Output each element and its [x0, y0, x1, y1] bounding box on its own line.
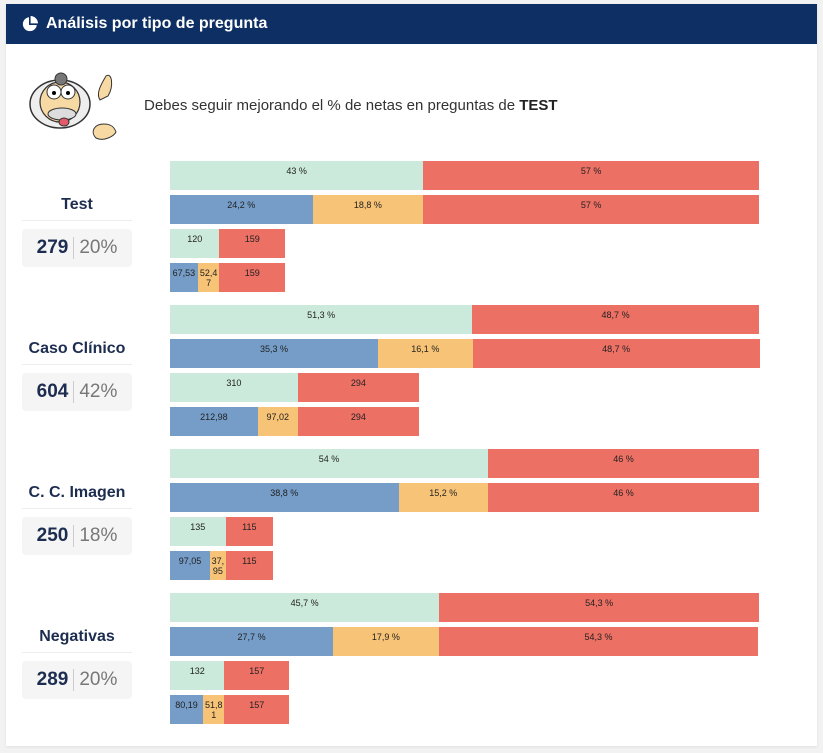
intro-text: Debes seguir mejorando el % de netas en …: [144, 96, 558, 114]
bar-segment: 67,53: [170, 263, 198, 292]
cartoon-doctor-image: [29, 72, 117, 140]
bar-segment: 35,3 %: [170, 339, 378, 368]
bar-segment: 54,3 %: [438, 627, 759, 656]
bar-segment: 132: [170, 661, 225, 690]
group-label: C. C. Imagen: [22, 484, 132, 509]
percent-bar: 43 % 57 %: [170, 161, 759, 190]
bar-segment: 37,95: [210, 551, 226, 580]
group-total: 289: [37, 669, 75, 691]
detail-count-bar: 97,05 37,95 115: [170, 551, 274, 580]
detail-percent-bar: 24,2 % 18,8 % 57 %: [170, 195, 759, 224]
bar-segment: 120: [170, 229, 220, 258]
detail-count-bar: 67,53 52,47 159: [170, 263, 285, 292]
detail-percent-bar: 35,3 % 16,1 % 48,7 %: [170, 339, 760, 368]
bar-segment: 15,2 %: [398, 483, 489, 512]
bar-segment: 294: [297, 407, 419, 436]
intro-message: Debes seguir mejorando el % de netas en …: [24, 66, 558, 144]
count-bar: 120 159: [170, 229, 286, 258]
bar-segment: 115: [225, 517, 274, 546]
bar-segment: 51,81: [203, 695, 225, 724]
group-total: 250: [37, 525, 75, 547]
percent-bar: 54 % 46 %: [170, 449, 759, 478]
detail-count-bar: 212,98 97,02 294: [170, 407, 419, 436]
bar-segment: 46 %: [488, 449, 759, 478]
intro-highlight: TEST: [519, 96, 558, 114]
detail-percent-bar: 38,8 % 15,2 % 46 %: [170, 483, 759, 512]
bar-segment: 310: [170, 373, 298, 402]
bar-segment: 18,8 %: [312, 195, 424, 224]
group-stat: 250 18%: [22, 517, 132, 555]
group-stat: 289 20%: [22, 661, 132, 699]
percent-bar: 51,3 % 48,7 %: [170, 305, 759, 334]
bar-segment: 57 %: [423, 161, 759, 190]
group-total: 604: [37, 381, 75, 403]
bar-segment: 115: [225, 551, 274, 580]
bar-segment: 45,7 %: [170, 593, 440, 622]
bar-segment: 46 %: [488, 483, 759, 512]
count-bar: 310 294: [170, 373, 419, 402]
group-label: Test: [22, 196, 132, 221]
group-share: 42%: [79, 381, 118, 402]
pie-chart-icon: [22, 16, 38, 32]
analysis-card: Análisis por tipo de pregunta Debes segu…: [6, 4, 817, 746]
group-label: Negativas: [22, 628, 132, 653]
bar-segment: 135: [170, 517, 226, 546]
count-bar: 135 115: [170, 517, 274, 546]
bar-segment: 48,7 %: [472, 305, 759, 334]
group-share: 20%: [79, 669, 118, 690]
percent-bar: 45,7 % 54,3 %: [170, 593, 759, 622]
bar-segment: 51,3 %: [170, 305, 473, 334]
group-stat: 604 42%: [22, 373, 132, 411]
card-header: Análisis por tipo de pregunta: [6, 4, 817, 44]
bar-segment: 80,19: [170, 695, 204, 724]
bar-segment: 54 %: [170, 449, 489, 478]
bar-segment: 159: [219, 263, 285, 292]
bar-segment: 97,02: [257, 407, 298, 436]
bar-segment: 54,3 %: [439, 593, 759, 622]
group-total: 279: [37, 237, 75, 259]
bar-segment: 38,8 %: [170, 483, 399, 512]
bar-segment: 97,05: [170, 551, 210, 580]
bar-segment: 57 %: [423, 195, 759, 224]
bar-segment: 48,7 %: [472, 339, 760, 368]
bar-segment: 159: [219, 229, 286, 258]
group-share: 20%: [79, 237, 118, 258]
detail-percent-bar: 27,7 % 17,9 % 54,3 %: [170, 627, 759, 656]
bar-segment: 52,47: [197, 263, 220, 292]
count-bar: 132 157: [170, 661, 290, 690]
card-title: Análisis por tipo de pregunta: [46, 15, 268, 32]
group-stat: 279 20%: [22, 229, 132, 267]
bar-segment: 24,2 %: [170, 195, 313, 224]
bar-segment: 27,7 %: [170, 627, 334, 656]
bar-segment: 294: [297, 373, 419, 402]
bar-segment: 212,98: [170, 407, 258, 436]
group-share: 18%: [79, 525, 118, 546]
bar-segment: 17,9 %: [333, 627, 439, 656]
detail-count-bar: 80,19 51,81 157: [170, 695, 290, 724]
group-label: Caso Clínico: [22, 340, 132, 365]
bar-segment: 157: [224, 695, 290, 724]
bar-segment: 157: [224, 661, 290, 690]
bar-segment: 16,1 %: [377, 339, 473, 368]
bar-segment: 43 %: [170, 161, 424, 190]
